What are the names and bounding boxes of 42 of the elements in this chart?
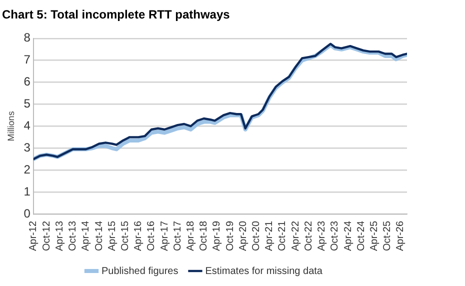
- x-tick-label: Oct-15: [120, 220, 131, 251]
- x-tick-label: Apr-12: [28, 220, 40, 251]
- legend-label: Estimates for missing data: [205, 266, 323, 277]
- legend-label: Published figures: [102, 266, 178, 277]
- y-tick-label: 4: [24, 118, 31, 133]
- x-tick-label: Oct-23: [330, 220, 341, 251]
- y-tick-label: 7: [24, 52, 31, 67]
- x-tick-label: Apr-13: [54, 220, 66, 251]
- y-tick-label: 2: [24, 162, 31, 176]
- x-tick-label: Apr-21: [264, 220, 276, 251]
- y-tick-label: 5: [24, 96, 31, 111]
- x-tick-label: Oct-19: [224, 220, 236, 251]
- x-tick-label: Apr-17: [159, 220, 170, 251]
- y-tick-label: 3: [24, 140, 31, 154]
- x-tick-label: Apr-23: [316, 220, 328, 251]
- x-tick-label: Oct-12: [41, 220, 52, 251]
- x-tick-label: Apr-15: [106, 220, 118, 251]
- x-tick-label: Oct-20: [251, 220, 262, 251]
- x-tick-label: Apr-19: [212, 220, 223, 251]
- x-tick-label: Apr-25: [368, 220, 380, 251]
- x-tick-label: Apr-24: [342, 220, 354, 251]
- x-tick-label: Oct-16: [146, 220, 158, 251]
- y-tick-label: 8: [24, 30, 31, 45]
- x-tick-label: Oct-25: [382, 220, 394, 251]
- x-tick-label: Apr-26: [395, 220, 406, 251]
- y-tick-label: 0: [24, 206, 31, 220]
- x-tick-label: Oct-18: [198, 220, 210, 251]
- y-axis-title: Millions: [6, 110, 16, 142]
- x-tick-label: Oct-13: [68, 220, 79, 251]
- x-tick-label: Oct-17: [172, 220, 184, 251]
- x-tick-label: Oct-14: [94, 220, 105, 251]
- x-tick-label: Oct-24: [356, 220, 367, 251]
- x-tick-label: Apr-14: [80, 220, 92, 251]
- x-tick-label: Oct-22: [303, 220, 314, 251]
- chart-title: Chart 5: Total incomplete RTT pathways: [2, 8, 230, 22]
- x-tick-label: Oct-21: [277, 220, 288, 251]
- x-tick-label: Apr-20: [238, 220, 249, 251]
- x-tick-label: Apr-18: [186, 220, 196, 251]
- y-tick-label: 6: [24, 74, 31, 89]
- x-tick-label: Apr-16: [133, 220, 144, 251]
- y-tick-label: 1: [24, 184, 31, 198]
- x-tick-label: Apr-22: [290, 220, 302, 251]
